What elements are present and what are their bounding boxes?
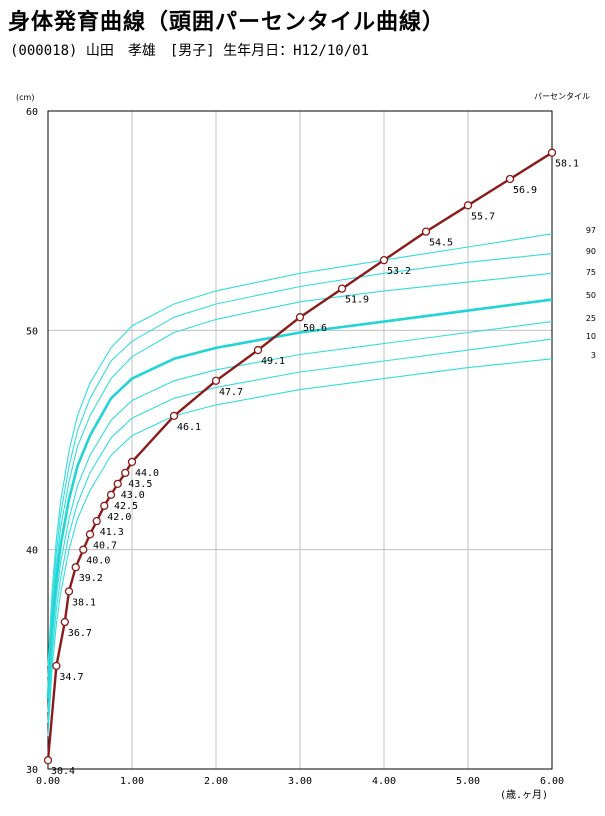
patient-point [421, 227, 431, 236]
y-tick-label: 50 [26, 326, 38, 337]
percentile-curve-10 [47, 338, 553, 723]
patient-data-label: 30.4 [51, 766, 75, 777]
patient-point [52, 661, 61, 671]
patient-data-label: 41.3 [100, 527, 124, 538]
patient-point [60, 617, 69, 627]
patient-point [71, 563, 80, 572]
patient-point [106, 490, 116, 499]
x-tick-label: 4.00 [372, 776, 396, 787]
patient-data-label: 40.7 [93, 540, 117, 551]
patient-point [100, 501, 109, 510]
percentile-curve-97 [47, 233, 553, 666]
patient-point [79, 545, 88, 554]
patient-data-label: 46.1 [177, 422, 201, 433]
y-tick-label: 30 [26, 765, 38, 776]
patient-data-label: 40.0 [86, 556, 110, 567]
percentile-curve-90 [47, 253, 553, 677]
plot-frame [47, 110, 553, 770]
percentile-curves [46, 233, 553, 737]
patient-point [113, 479, 122, 489]
grid-lines [48, 111, 552, 769]
patient-point [169, 411, 179, 421]
x-unit-label: (歳.ヶ月) [500, 789, 548, 801]
percentile-labels: 97 90 75 50 25 10 3 [586, 226, 596, 360]
patient-data-label: 53.2 [387, 266, 411, 277]
patient-data-label: 50.6 [303, 323, 327, 334]
percentile-label-97: 97 [586, 226, 596, 235]
patient-data-label: 43.5 [128, 479, 152, 490]
patient-point [64, 587, 74, 596]
percentile-curve-25 [47, 321, 553, 713]
patient-info: (000018) 山田 孝雄 [男子] 生年月日：H12/10/01 [10, 43, 370, 59]
patient-point [379, 255, 389, 265]
patient-data-label: 58.1 [555, 159, 579, 170]
patient-data-label: 42.0 [107, 512, 131, 523]
patient-point [92, 517, 101, 526]
percentile-legend-title: パーセンタイル [534, 92, 590, 101]
patient-point [121, 468, 130, 478]
percentile-curve-3 [47, 358, 553, 737]
y-unit-label: (cm) [16, 93, 34, 102]
percentile-label-25: 25 [586, 314, 596, 323]
x-tick-labels: 0.00 1.00 2.00 3.00 4.00 5.00 6.00 [36, 776, 564, 787]
patient-data-label: 47.7 [219, 387, 243, 398]
y-tick-label: 40 [26, 546, 38, 557]
patient-data-label: 34.7 [59, 672, 83, 683]
patient-point [547, 148, 557, 157]
patient-data-label: 54.5 [429, 238, 453, 249]
patient-data-label: 42.5 [114, 501, 138, 512]
patient-point [127, 457, 137, 467]
patient-data-label: 36.7 [68, 628, 92, 639]
patient-point [505, 174, 515, 184]
y-tick-label: 60 [26, 107, 38, 118]
patient-point [85, 530, 95, 539]
patient-data-label: 38.1 [72, 597, 96, 608]
y-tick-labels: 30 40 50 60 [26, 107, 38, 776]
x-tick-label: 5.00 [456, 776, 480, 787]
patient-data-label: 44.0 [135, 468, 159, 479]
page-title: 身体発育曲線（頭囲パーセンタイル曲線） [8, 10, 446, 35]
percentile-label-90: 90 [586, 247, 596, 256]
patient-data-label: 39.2 [79, 573, 103, 584]
x-tick-label: 3.00 [288, 776, 312, 787]
x-tick-label: 6.00 [540, 776, 564, 787]
percentile-curve-50 [46, 298, 553, 699]
patient-series: 30.4 34.7 36.7 38.1 39.2 40.0 40.7 41.3 42.042.5… [43, 148, 579, 777]
percentile-label-75: 75 [586, 268, 596, 277]
patient-data-label: 49.1 [261, 356, 285, 367]
percentile-label-50: 50 [586, 291, 596, 300]
patient-point [253, 345, 263, 355]
patient-point [337, 284, 347, 293]
x-tick-label: 2.00 [204, 776, 228, 787]
patient-data-label: 51.9 [345, 295, 369, 306]
percentile-label-10: 10 [586, 332, 596, 341]
patient-point [43, 756, 53, 765]
patient-data-label: 55.7 [471, 211, 495, 222]
x-tick-label: 1.00 [120, 776, 144, 787]
patient-data-label: 43.0 [121, 490, 145, 501]
patient-point [295, 313, 305, 322]
axes [47, 110, 553, 770]
patient-data-label: 56.9 [513, 185, 537, 196]
patient-point [463, 201, 473, 210]
patient-point [211, 376, 221, 385]
percentile-curve-75 [47, 272, 553, 688]
x-tick-label: 0.00 [36, 776, 60, 787]
percentile-label-3: 3 [591, 351, 596, 360]
